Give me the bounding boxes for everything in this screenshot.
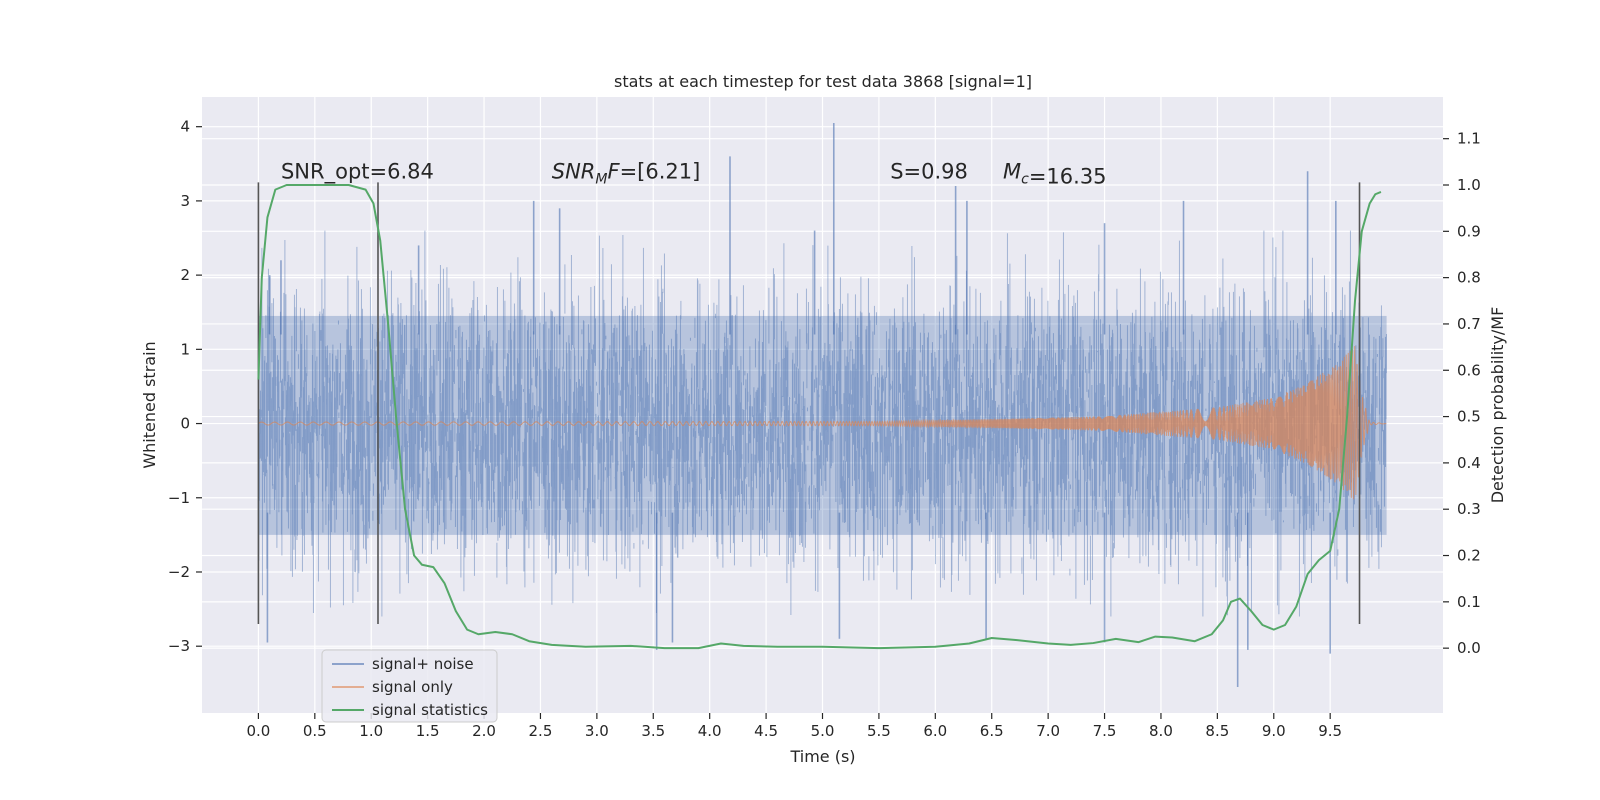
x-axis-label: Time (s)	[789, 747, 855, 766]
annotations: SNR_opt=6.84 SNRMF=[6.21] S=0.98 Mc=16.35	[281, 160, 1107, 189]
x-tick-label-19: 9.5	[1318, 722, 1342, 740]
y2-tick-label-6: 0.6	[1457, 361, 1481, 379]
y2-tick-label-11: 1.1	[1457, 130, 1481, 148]
x-tick-label-6: 3.0	[585, 722, 609, 740]
y-tick-label-1: −2	[168, 563, 190, 581]
y2-tick-label-2: 0.2	[1457, 547, 1481, 565]
y2-tick-label-10: 1.0	[1457, 176, 1481, 194]
legend-label-1: signal only	[372, 678, 453, 696]
signal-statistics-line	[257, 184, 1382, 650]
annotation-2: S=0.98	[890, 160, 968, 184]
x-tick-label-9: 4.5	[754, 722, 778, 740]
y2-tick-label-7: 0.7	[1457, 315, 1481, 333]
y-tick-label-7: 4	[180, 118, 190, 136]
y2-axis-label: Detection probability/MF	[1488, 307, 1507, 504]
signal-statistics-series	[257, 184, 1382, 650]
x-tick-label-18: 9.0	[1262, 722, 1286, 740]
x-tick-label-17: 8.5	[1205, 722, 1229, 740]
x-tick-label-15: 7.5	[1093, 722, 1117, 740]
x-tick-label-7: 3.5	[641, 722, 665, 740]
x-tick-label-5: 2.5	[529, 722, 553, 740]
x-tick-label-1: 0.5	[303, 722, 327, 740]
y-axis-label: Whitened strain	[140, 341, 159, 468]
x-tick-label-12: 6.0	[923, 722, 947, 740]
y2-tick-label-8: 0.8	[1457, 269, 1481, 287]
signal-only-trace	[258, 346, 1387, 500]
y2-tick-label-0: 0.0	[1457, 639, 1481, 657]
y-axis-right: 0.0 0.1 0.2 0.3 0.4 0.5 0.6 0.7 0.8 0.9 1.0 1.1	[1443, 130, 1481, 657]
y-tick-label-6: 3	[180, 192, 190, 210]
y2-tick-label-9: 0.9	[1457, 222, 1481, 240]
annotation-3: Mc=16.35	[1003, 160, 1107, 189]
y-tick-label-3: 0	[180, 415, 190, 433]
annotation-1: SNRMF=[6.21]	[552, 160, 701, 188]
y-axis-left: −3 −2 −1 0 1 2 3 4	[168, 118, 202, 655]
x-tick-label-13: 6.5	[980, 722, 1004, 740]
y2-tick-label-3: 0.3	[1457, 500, 1481, 518]
chart-title: stats at each timestep for test data 386…	[614, 72, 1032, 91]
signal-only-series	[258, 346, 1387, 500]
x-tick-label-11: 5.5	[867, 722, 891, 740]
x-axis: 0.0 0.5 1.0 1.5 2.0 2.5 3.0 3.5 4.0 4.5 5.0 5.5 6.0 6…	[246, 713, 1342, 740]
y-tick-label-0: −3	[168, 637, 190, 655]
x-tick-label-10: 5.0	[811, 722, 835, 740]
y2-tick-label-5: 0.5	[1457, 408, 1481, 426]
legend: signal+ noise signal only signal statistic…	[321, 649, 498, 723]
x-tick-label-16: 8.0	[1149, 722, 1173, 740]
y2-tick-label-4: 0.4	[1457, 454, 1481, 472]
x-tick-label-3: 1.5	[416, 722, 440, 740]
legend-label-2: signal statistics	[372, 701, 488, 719]
y-tick-label-5: 2	[180, 266, 190, 284]
annotation-0: SNR_opt=6.84	[281, 160, 434, 185]
legend-label-0: signal+ noise	[372, 655, 474, 673]
x-tick-label-0: 0.0	[246, 722, 270, 740]
x-tick-label-14: 7.0	[1036, 722, 1060, 740]
y-tick-label-4: 1	[180, 340, 190, 358]
y-tick-label-2: −1	[168, 489, 190, 507]
x-tick-label-8: 4.0	[698, 722, 722, 740]
y2-tick-label-1: 0.1	[1457, 593, 1481, 611]
x-tick-label-4: 2.0	[472, 722, 496, 740]
x-tick-label-2: 1.0	[359, 722, 383, 740]
legend-box	[321, 649, 498, 723]
